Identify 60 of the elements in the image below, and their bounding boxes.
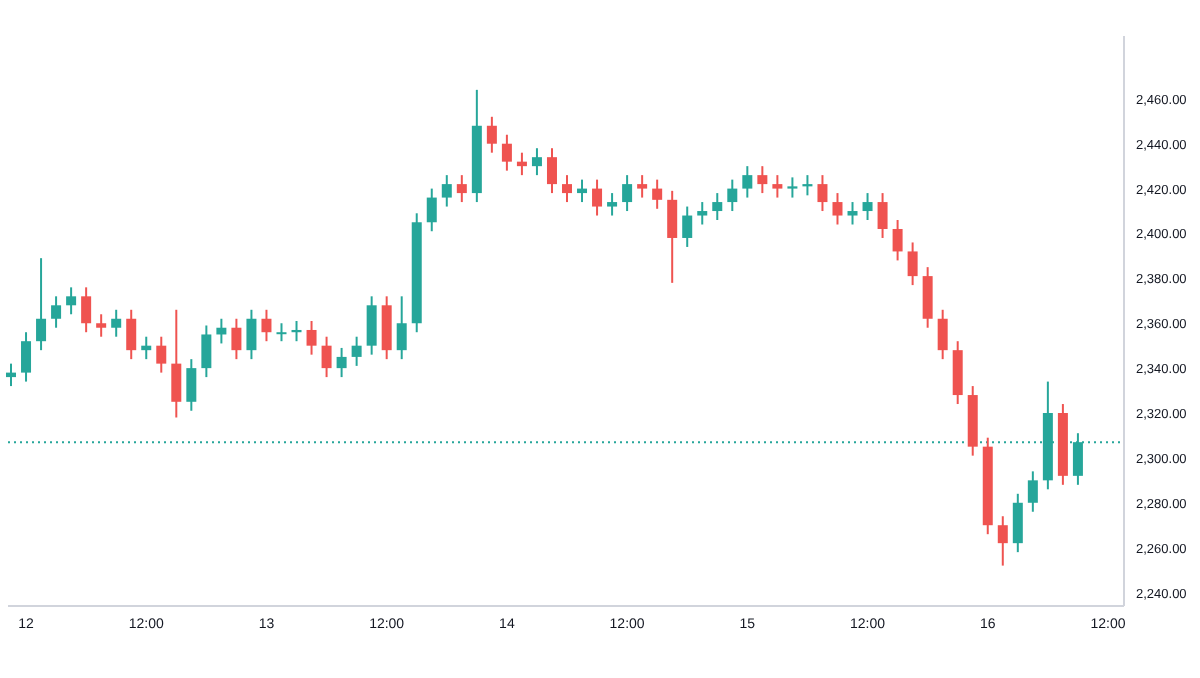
candlestick bbox=[36, 257, 47, 352]
candlestick bbox=[351, 335, 362, 367]
candlestick bbox=[291, 320, 302, 343]
candlestick bbox=[201, 324, 212, 379]
candlestick bbox=[772, 174, 783, 199]
candlestick bbox=[562, 174, 572, 204]
candlestick bbox=[531, 147, 542, 177]
candlestick bbox=[321, 335, 332, 379]
candlestick bbox=[111, 308, 122, 338]
candlestick bbox=[892, 219, 903, 262]
candlestick bbox=[381, 295, 392, 361]
candlestick bbox=[997, 515, 1008, 567]
candlestick bbox=[246, 308, 257, 361]
candlestick bbox=[607, 192, 618, 217]
candlestick bbox=[847, 201, 858, 226]
candlestick bbox=[712, 192, 723, 222]
candlestick bbox=[426, 187, 437, 233]
candlestick bbox=[877, 192, 888, 239]
candlestick bbox=[216, 317, 227, 345]
candlestick bbox=[21, 331, 32, 383]
candlestick bbox=[396, 295, 407, 361]
candlestick bbox=[1027, 470, 1038, 513]
candlestick bbox=[501, 133, 512, 172]
candlestick bbox=[922, 266, 933, 329]
candlestick bbox=[231, 317, 242, 361]
candlestick bbox=[51, 295, 62, 329]
candlestick bbox=[171, 308, 182, 419]
candlestick bbox=[862, 192, 873, 222]
candlestick bbox=[907, 241, 918, 287]
candlestick bbox=[336, 346, 347, 379]
candlestick bbox=[186, 358, 197, 412]
candlestick bbox=[592, 178, 603, 217]
candlestick bbox=[667, 189, 678, 284]
candlestick bbox=[456, 174, 467, 204]
candlestick bbox=[1012, 492, 1023, 554]
candlestick bbox=[742, 165, 753, 199]
candlestick bbox=[156, 335, 167, 374]
candlestick bbox=[96, 313, 107, 338]
candlestick bbox=[81, 286, 92, 334]
candlestick bbox=[126, 308, 137, 361]
candlestick bbox=[682, 205, 693, 248]
candlestick bbox=[441, 174, 452, 208]
candlestick bbox=[832, 192, 843, 226]
candlestick bbox=[66, 286, 77, 316]
candlestick bbox=[486, 115, 497, 154]
candlestick bbox=[697, 201, 708, 226]
candlestick bbox=[757, 165, 768, 195]
candlestick bbox=[546, 147, 557, 195]
candlestick bbox=[637, 174, 648, 199]
candlestick bbox=[802, 174, 813, 197]
candlestick bbox=[261, 308, 272, 343]
candlestick bbox=[727, 178, 738, 213]
candlestick bbox=[787, 176, 798, 199]
candlestick bbox=[937, 308, 948, 361]
candlestick bbox=[622, 174, 633, 213]
candlestick bbox=[306, 320, 317, 356]
candlestick bbox=[366, 295, 377, 356]
candlestick bbox=[817, 174, 828, 213]
candlestick bbox=[652, 178, 663, 210]
candlestick bbox=[952, 340, 963, 406]
